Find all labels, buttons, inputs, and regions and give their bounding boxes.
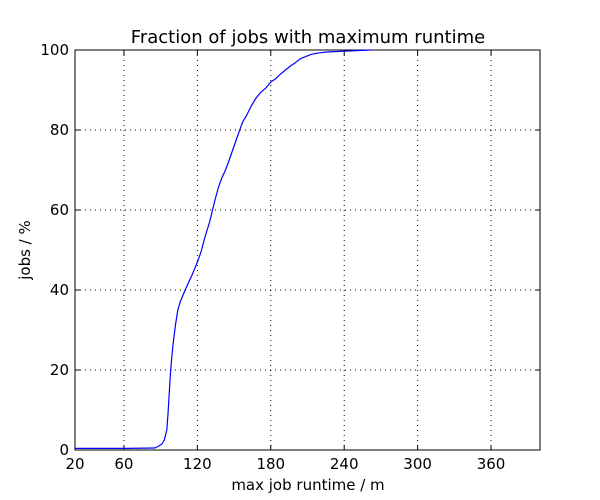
chart-title: Fraction of jobs with maximum runtime (131, 27, 485, 48)
x-axis-label: max job runtime / m (231, 476, 384, 494)
series-layer (75, 49, 372, 449)
y-axis-label: jobs / % (16, 220, 34, 281)
x-tick-label: 360 (477, 455, 506, 473)
x-tick-label: 300 (403, 455, 432, 473)
x-tick-label: 20 (65, 455, 84, 473)
y-tick-label: 0 (59, 441, 69, 459)
grid (75, 50, 540, 450)
x-tick-label: 180 (256, 455, 285, 473)
y-tick-label: 100 (40, 41, 69, 59)
series-line (75, 49, 372, 449)
plot-frame (74, 49, 541, 451)
y-tick-label: 60 (50, 201, 69, 219)
y-tick-label: 80 (50, 121, 69, 139)
y-tick-label: 20 (50, 361, 69, 379)
x-tick-label: 120 (183, 455, 212, 473)
y-tick-label: 40 (50, 281, 69, 299)
x-tick-label: 240 (330, 455, 359, 473)
x-tick-label: 60 (114, 455, 133, 473)
